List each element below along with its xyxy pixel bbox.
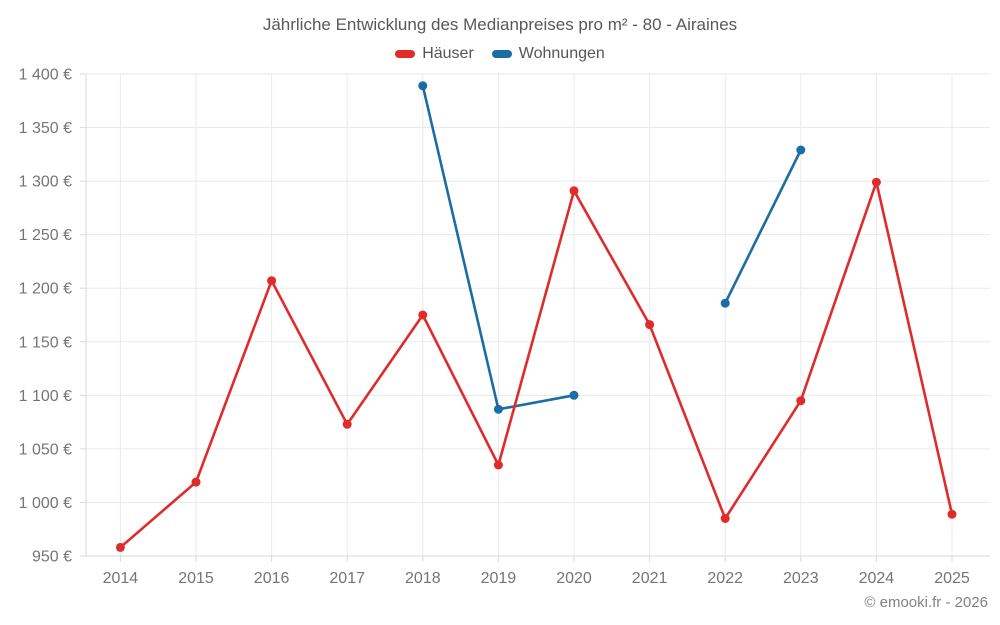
x-tick-label: 2020 (556, 570, 592, 587)
x-tick-label: 2022 (707, 570, 743, 587)
x-tick-label: 2014 (103, 570, 139, 587)
gridlines (86, 73, 990, 557)
chart-title: Jährliche Entwicklung des Medianpreises … (262, 15, 738, 34)
y-tick-label: 1 000 € (19, 495, 72, 512)
haeuser-point-2014[interactable] (115, 542, 125, 552)
haeuser-point-2019[interactable] (493, 460, 503, 470)
haeuser-point-2022[interactable] (720, 514, 730, 523)
haeuser-line (119, 180, 954, 549)
x-tick-label: 2017 (329, 570, 365, 587)
x-tick-label: 2021 (632, 570, 668, 587)
haeuser-point-2016[interactable] (267, 276, 277, 286)
legend-swatch-wohnungen-icon (491, 50, 512, 58)
y-tick-label: 1 400 € (19, 67, 72, 84)
y-tick-label: 1 100 € (19, 388, 72, 405)
wohnungen-series (418, 81, 806, 414)
y-tick-label: 1 250 € (19, 227, 72, 244)
x-tick-label: 2019 (481, 570, 517, 587)
legend-swatch-haeuser-icon (395, 50, 416, 58)
x-tick-label: 2016 (254, 570, 290, 587)
wohnungen-point-2020[interactable] (569, 390, 579, 400)
y-tick-label: 1 150 € (19, 334, 72, 351)
copyright-text: © emooki.fr - 2026 (864, 594, 988, 611)
legend-item-wohnungen[interactable]: Wohnungen (491, 45, 605, 63)
wohnungen-point-2018[interactable] (418, 81, 428, 91)
wohnungen-line (421, 84, 803, 411)
x-tick-label: 2025 (934, 570, 970, 587)
x-tick-label: 2015 (178, 570, 214, 587)
wohnungen-point-2023[interactable] (796, 145, 806, 155)
haeuser-point-2023[interactable] (796, 396, 806, 406)
legend-label-wohnungen: Wohnungen (518, 45, 605, 62)
x-axis-labels: 2014 2015 2016 2017 2018 2019 2020 2021 2022 2023… (103, 570, 970, 587)
y-tick-label: 1 300 € (19, 174, 72, 191)
legend-item-haeuser[interactable]: Häuser (395, 45, 474, 63)
y-tick-label: 950 € (32, 549, 72, 566)
x-tick-label: 2018 (405, 570, 441, 587)
haeuser-point-2021[interactable] (645, 320, 655, 330)
x-tick-label: 2024 (859, 570, 895, 587)
legend-label-haeuser: Häuser (422, 45, 474, 62)
wohnungen-point-2022[interactable] (720, 298, 730, 308)
haeuser-point-2015[interactable] (191, 477, 201, 487)
haeuser-point-2018[interactable] (418, 310, 428, 320)
chart-legend: Häuser Wohnungen (0, 45, 1000, 63)
x-tick-label: 2023 (783, 570, 819, 587)
y-tick-label: 1 050 € (19, 441, 72, 458)
haeuser-point-2020[interactable] (569, 186, 579, 196)
axes (80, 73, 990, 562)
y-axis-labels: 950 € 1 000 € 1 050 € 1 100 € 1 150 € 1 200 €… (19, 67, 72, 566)
haeuser-point-2024[interactable] (871, 177, 881, 187)
wohnungen-point-2019[interactable] (493, 404, 503, 414)
haeuser-point-2025[interactable] (947, 509, 957, 519)
y-tick-label: 1 200 € (19, 281, 72, 298)
y-tick-label: 1 350 € (19, 120, 72, 137)
haeuser-series (115, 177, 957, 552)
haeuser-point-2017[interactable] (342, 419, 352, 429)
